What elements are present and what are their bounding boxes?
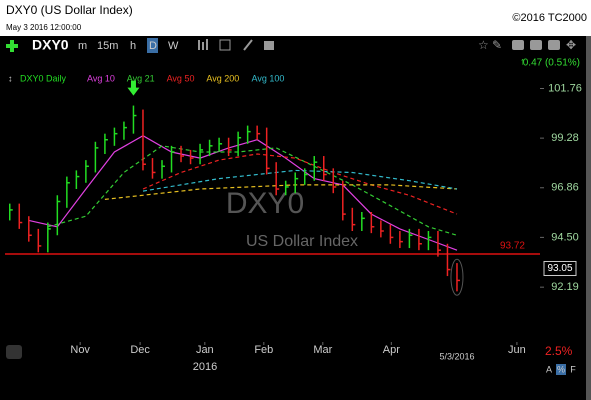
y-tick-label: 92.19 — [551, 281, 579, 293]
timestamp: May 3 2016 12:00:00 — [6, 23, 82, 32]
title-bar — [0, 0, 591, 36]
legend-entry: Avg 50 — [167, 73, 195, 83]
timeframe-bar: m 15m h D W — [78, 38, 179, 53]
toolbar-icons: ☆ ✎ ✥ — [198, 38, 576, 52]
legend-entry: Avg 200 — [206, 73, 239, 83]
date-label: 5/3/2016 — [439, 351, 474, 361]
x-tick-label: Nov — [70, 344, 90, 356]
y-tick-label: 99.28 — [551, 132, 579, 144]
x-tick-label: Apr — [383, 344, 400, 356]
footer-button-bg — [568, 364, 578, 375]
signal-arrow — [127, 80, 140, 96]
legend-icon: ↕ — [8, 73, 13, 83]
y-tick-label: 101.76 — [548, 82, 582, 94]
x-tick-label: Feb — [254, 344, 273, 356]
timeframe-active — [147, 38, 158, 53]
legend-entry: Avg 21 — [127, 73, 155, 83]
footer-button-bg — [556, 364, 566, 375]
legend-entry: DXY0 Daily — [20, 73, 67, 83]
footer-button[interactable]: % — [557, 364, 565, 374]
timeframe-button[interactable]: 15m — [97, 40, 118, 52]
add-button[interactable] — [6, 40, 18, 52]
last-price-box — [543, 260, 577, 276]
x-tick-label: Mar — [313, 344, 332, 356]
x-tick-label: Jun — [508, 344, 526, 356]
svg-text:✎: ✎ — [492, 38, 502, 52]
right-border — [586, 36, 591, 400]
moving-average — [28, 135, 458, 251]
x-tick-label: Jan — [196, 344, 214, 356]
timeframe-button[interactable]: m — [78, 40, 87, 52]
y-tick-label: 94.50 — [551, 231, 579, 243]
footer-buttons: A% F — [544, 364, 578, 375]
moving-average — [47, 145, 458, 236]
watermark-symbol: DXY0 — [226, 187, 304, 220]
change: 0.47 (0.51%) — [523, 58, 580, 69]
x-tick-label: Dec — [130, 344, 150, 356]
window-title: DXY0 (US Dollar Index) — [6, 3, 133, 17]
watermark-name: US Dollar Index — [246, 233, 358, 250]
plot-area: 101.76 99.28 96.86 94.50 92.19 Nov Dec Jan Feb Ma… — [5, 80, 582, 356]
legend-entry: Avg 10 — [87, 73, 115, 83]
timeframe-button[interactable]: W — [168, 40, 179, 52]
level-label: 93.72 — [500, 241, 525, 252]
highlight-ellipse — [450, 258, 464, 296]
symbol[interactable]: DXY0 — [32, 37, 69, 53]
legend-entry: Avg 100 — [252, 73, 285, 83]
svg-text:☆: ☆ — [478, 38, 489, 52]
footer-button-bg — [544, 364, 554, 375]
copyright: ©2016 TC2000 — [512, 12, 587, 24]
year-label: 2016 — [193, 361, 217, 373]
svg-text:✥: ✥ — [566, 38, 576, 52]
change-arrow: ↑ — [520, 57, 525, 68]
timeframe-button[interactable]: D — [149, 40, 157, 52]
scale-percent: 2.5% — [545, 344, 573, 358]
legend: DXY0 Daily Avg 10 Avg 21 Avg 50 Avg 200 Avg 1… — [20, 73, 284, 83]
timeframe-button[interactable]: h — [130, 40, 136, 52]
footer-button[interactable]: F — [570, 364, 576, 374]
y-tick-label: 96.86 — [551, 182, 579, 194]
last-price-label: 93.05 — [547, 263, 572, 274]
scroll-handle[interactable] — [6, 345, 22, 359]
footer-button[interactable]: A — [546, 364, 552, 374]
